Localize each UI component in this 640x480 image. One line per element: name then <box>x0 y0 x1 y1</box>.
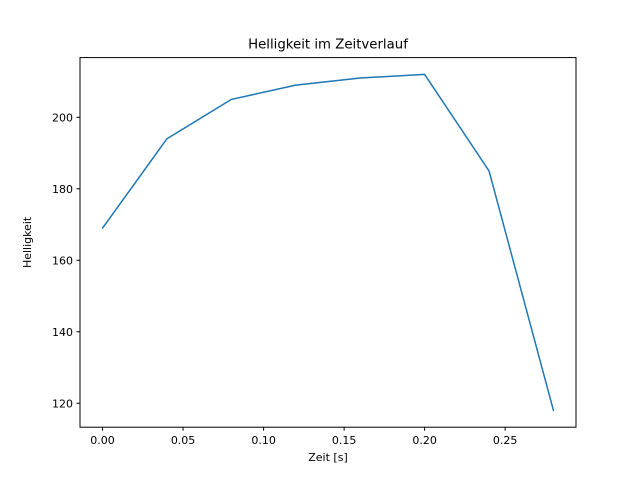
chart-title: Helligkeit im Zeitverlauf <box>248 38 408 53</box>
x-tick-label: 0.00 <box>90 434 115 447</box>
y-tick-label: 120 <box>52 397 73 410</box>
y-tick-label: 140 <box>52 326 73 339</box>
x-tick-label: 0.05 <box>171 434 196 447</box>
x-tick-label: 0.25 <box>493 434 518 447</box>
data-series-line <box>101 73 555 412</box>
y-tick-label: 200 <box>52 111 73 124</box>
x-tick-label: 0.15 <box>332 434 357 447</box>
y-tick-label: 160 <box>52 254 73 267</box>
y-tick-label: 180 <box>52 183 73 196</box>
x-axis-label: Zeit [s] <box>308 451 347 464</box>
x-tick-label: 0.10 <box>251 434 276 447</box>
y-axis-label: Helligkeit <box>21 216 34 268</box>
axes-spines <box>79 57 577 428</box>
x-tick-label: 0.20 <box>412 434 437 447</box>
